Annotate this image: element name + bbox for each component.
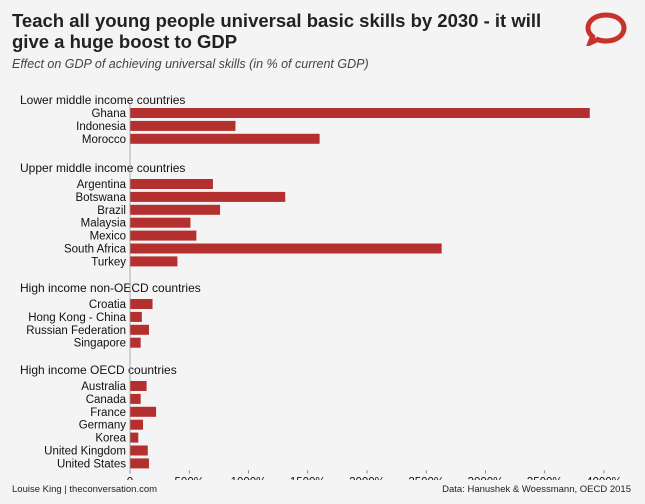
category-label: Mexico (90, 231, 126, 243)
x-tick-label: 500% (175, 476, 204, 480)
footer-source: Data: Hanushek & Woessmann, OECD 2015 (442, 484, 631, 495)
group-label: Upper middle income countries (20, 161, 185, 175)
bar (130, 337, 141, 348)
bar (130, 445, 148, 456)
x-tick-label: 1500% (290, 476, 326, 480)
chart-subtitle: Effect on GDP of achieving universal ski… (12, 57, 369, 71)
bar (130, 256, 178, 267)
group-label: High income OECD countries (20, 363, 177, 377)
bar (130, 299, 153, 309)
bar (130, 406, 157, 417)
category-label: Singapore (74, 338, 126, 350)
bar (130, 133, 320, 144)
category-label: Botswana (75, 192, 126, 204)
group-label: High income non-OECD countries (20, 281, 201, 295)
bar (130, 191, 286, 202)
category-label: Brazil (97, 205, 126, 217)
category-label: United States (57, 458, 126, 470)
x-tick-label: 0 (127, 476, 133, 480)
category-label: Korea (95, 433, 126, 445)
category-label: Russian Federation (26, 325, 126, 337)
bar (130, 179, 213, 189)
category-label: Australia (81, 381, 126, 393)
bar (130, 419, 144, 430)
the-conversation-logo-icon (585, 12, 627, 46)
bar (130, 230, 197, 241)
x-tick-label: 1000% (231, 476, 267, 480)
category-label: Germany (79, 420, 127, 432)
footer-credit: Louise King | theconversation.com (12, 484, 158, 495)
category-label: Turkey (91, 256, 126, 268)
x-tick-label: 2000% (349, 476, 385, 480)
category-label: Croatia (89, 299, 127, 311)
chart-title: Teach all young people universal basic s… (12, 10, 542, 52)
bar-chart: Lower middle income countriesGhanaIndone… (20, 93, 622, 480)
category-label: South Africa (64, 244, 127, 256)
bar (130, 311, 142, 322)
category-label: Indonesia (76, 121, 126, 133)
category-label: Canada (86, 394, 127, 406)
bar (130, 381, 147, 391)
bar (130, 432, 139, 443)
category-label: Ghana (91, 108, 126, 120)
bar (130, 393, 141, 404)
group-label: Lower middle income countries (20, 93, 185, 107)
x-tick-label: 3500% (527, 476, 563, 480)
bar (130, 108, 590, 118)
x-tick-label: 2500% (408, 476, 444, 480)
bar (130, 217, 191, 228)
x-tick-label: 4000% (586, 476, 622, 480)
category-label: Malaysia (81, 218, 127, 230)
x-tick-label: 3000% (468, 476, 504, 480)
category-label: Argentina (77, 179, 127, 191)
category-label: Morocco (82, 134, 126, 146)
bar (130, 243, 442, 254)
category-label: Hong Kong - China (28, 312, 126, 324)
bar (130, 458, 149, 469)
bar (130, 120, 236, 131)
bar (130, 204, 221, 215)
category-label: France (90, 407, 126, 419)
bar (130, 324, 149, 335)
category-label: United Kingdom (44, 446, 126, 458)
